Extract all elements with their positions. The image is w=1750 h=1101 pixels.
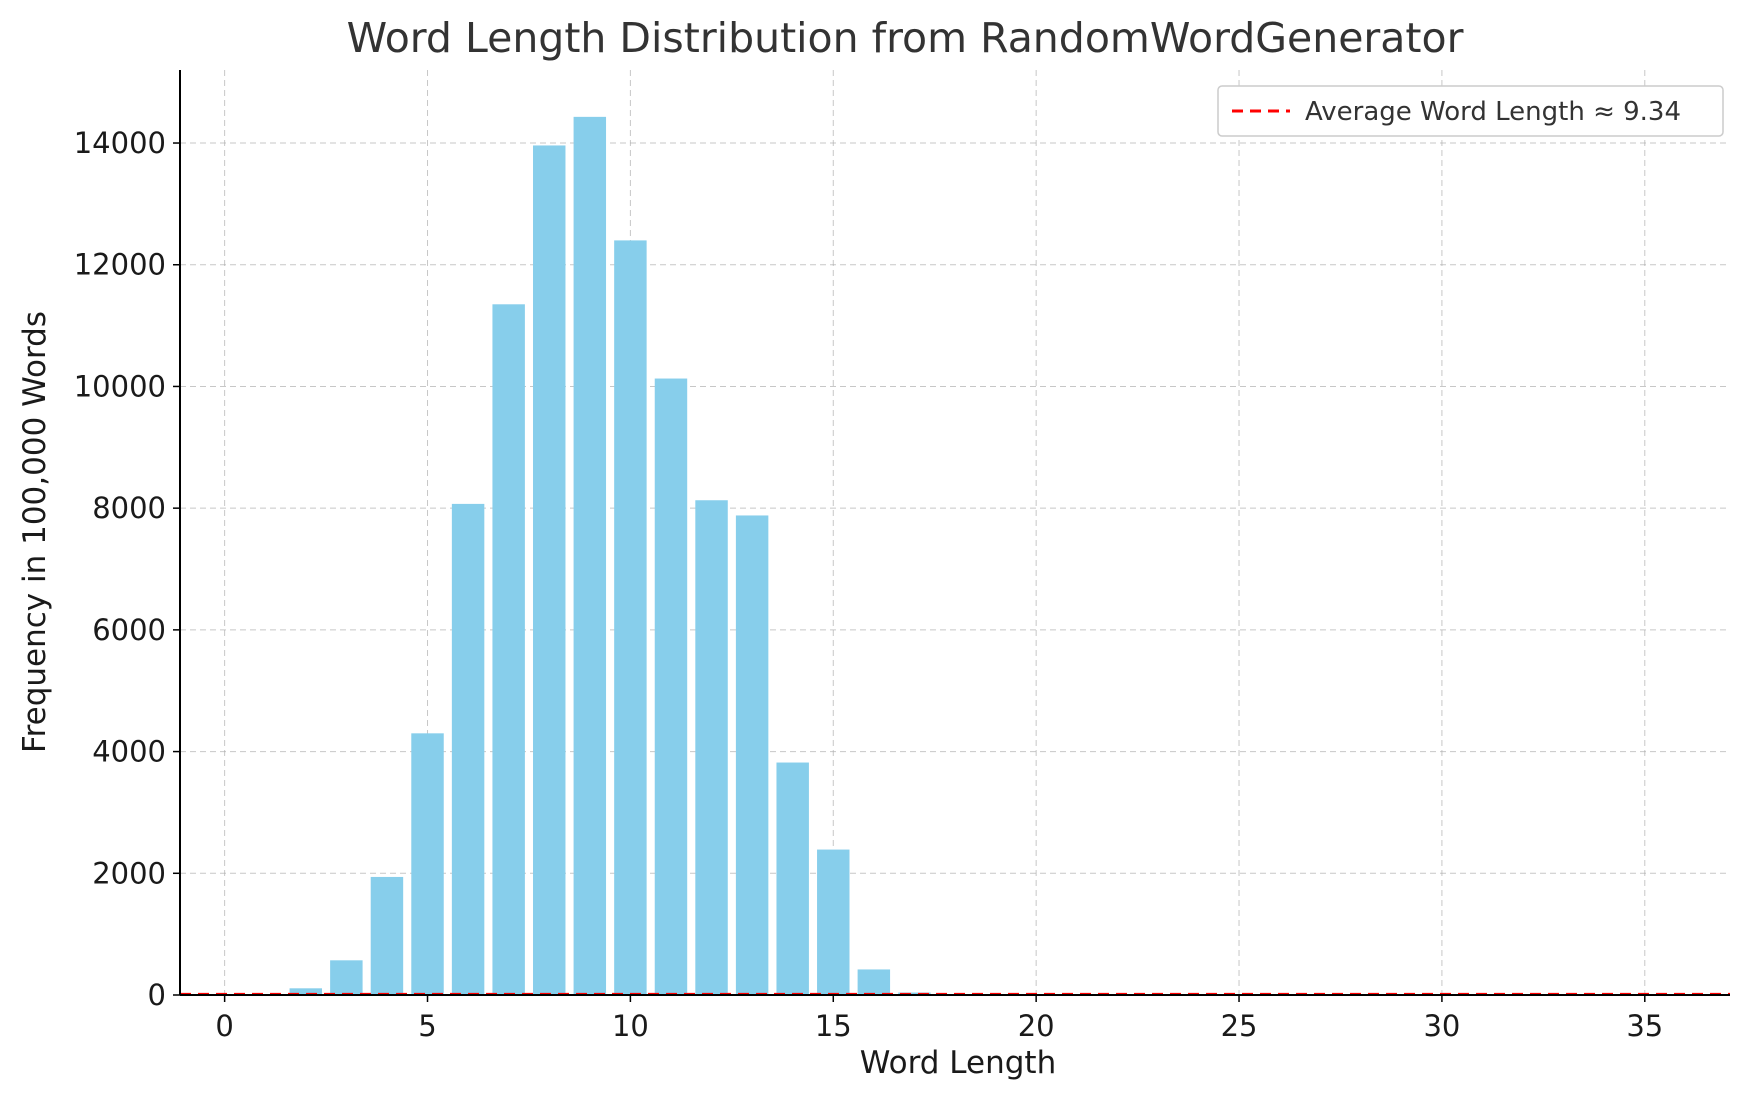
x-tick-label: 10 <box>612 1009 649 1043</box>
legend-label: Average Word Length ≈ 9.34 <box>1305 97 1681 127</box>
legend: Average Word Length ≈ 9.34 <box>1217 85 1724 137</box>
y-tick-label: 2000 <box>92 856 166 890</box>
bar <box>857 969 891 995</box>
bar <box>411 733 444 995</box>
legend-box <box>1217 85 1724 137</box>
bar <box>289 988 323 995</box>
bar <box>370 876 404 995</box>
y-tick-label: 14000 <box>74 126 166 160</box>
bar <box>614 240 647 996</box>
y-tick-label: 0 <box>148 978 166 1012</box>
x-tick-label: 35 <box>1626 1009 1663 1043</box>
bar <box>817 849 850 995</box>
bar <box>573 116 607 996</box>
bar <box>451 503 485 995</box>
x-tick-label: 30 <box>1423 1009 1460 1043</box>
x-tick-label: 0 <box>215 1009 233 1043</box>
bar <box>776 762 809 995</box>
bar <box>533 145 566 996</box>
bar <box>898 992 931 995</box>
bar <box>654 378 688 995</box>
x-tick-label: 5 <box>418 1009 436 1043</box>
bars <box>248 116 972 996</box>
x-tick-label: 15 <box>815 1009 852 1043</box>
y-tick-labels: 0 2000 4000 6000 8000 10000 12000 14000 <box>74 126 166 1012</box>
y-tick-label: 6000 <box>92 613 166 647</box>
x-tick-label: 25 <box>1221 1009 1258 1043</box>
y-axis-label: Frequency in 100,000 Words <box>17 311 53 753</box>
y-tick-label: 12000 <box>74 248 166 282</box>
axes <box>173 70 1730 1002</box>
y-tick-label: 4000 <box>92 735 166 769</box>
chart-title: Word Length Distribution from RandomWord… <box>347 14 1464 62</box>
x-tick-labels: 0 5 10 15 20 25 30 35 <box>215 1009 1663 1043</box>
bar <box>330 960 363 995</box>
x-tick-label: 20 <box>1018 1009 1055 1043</box>
bar <box>735 515 769 995</box>
bar <box>492 304 525 996</box>
y-tick-label: 8000 <box>92 491 166 525</box>
bar <box>695 500 728 995</box>
x-axis-label: Word Length <box>860 1045 1056 1081</box>
y-tick-label: 10000 <box>74 369 166 403</box>
